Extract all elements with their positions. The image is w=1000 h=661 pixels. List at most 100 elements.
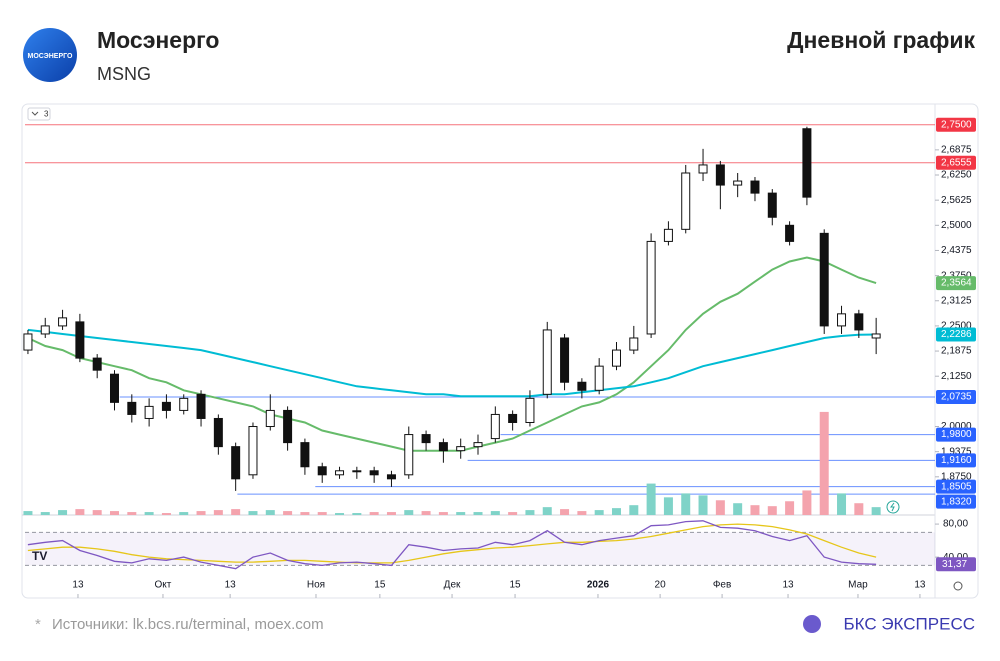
- y-tick-label: 2,4375: [941, 245, 972, 256]
- candle-body: [525, 397, 535, 423]
- price-tag: [936, 453, 976, 468]
- volume-bar: [265, 510, 275, 515]
- volume-bar: [594, 510, 604, 515]
- candle-body: [58, 317, 68, 327]
- y-tick-label: 1,9375: [941, 446, 972, 457]
- candle-body: [404, 434, 414, 476]
- x-tick-label: 15: [374, 580, 386, 591]
- candle-body: [819, 232, 829, 327]
- price-tag: [936, 327, 976, 342]
- candle-body: [92, 357, 102, 371]
- candle-body: [438, 442, 448, 452]
- brand: БКС ЭКСПРЕСС: [843, 614, 975, 633]
- volume-bar: [508, 512, 518, 515]
- volume-bar: [317, 512, 327, 515]
- moving-average: [27, 328, 877, 398]
- price-tag: [936, 389, 976, 404]
- x-tick-label: 13: [225, 580, 237, 591]
- volume-bar: [819, 411, 829, 515]
- x-tick-label: 15: [509, 580, 521, 591]
- candle-body: [802, 128, 812, 198]
- rsi-line: [27, 520, 877, 570]
- y-tick-label: 2,5000: [941, 220, 972, 231]
- x-tick-label: 13: [914, 580, 926, 591]
- volume-bar: [438, 512, 448, 515]
- x-tick-label: Дек: [444, 580, 461, 591]
- candle-body: [698, 164, 708, 174]
- volume-bar: [248, 511, 258, 515]
- price-tag-label: 2,2286: [941, 329, 972, 340]
- price-tag: [936, 479, 976, 494]
- volume-bar: [335, 513, 345, 515]
- price-tag: [936, 427, 976, 442]
- price-tag: [936, 276, 976, 291]
- volume-bar: [525, 510, 535, 515]
- volume-bar: [733, 503, 743, 515]
- volume-bar: [577, 511, 587, 515]
- company-title: Мосэнерго: [97, 27, 219, 53]
- sources: Источники: lk.bcs.ru/terminal, moex.com: [52, 616, 324, 633]
- candle-body: [854, 313, 864, 331]
- x-tick-label: Фев: [713, 580, 731, 591]
- x-tick-label: Ноя: [307, 580, 325, 591]
- price-tag-label: 2,7500: [941, 119, 972, 130]
- volume-bar: [785, 501, 795, 515]
- x-tick-label: Окт: [155, 580, 172, 591]
- x-tick-label: Мар: [848, 580, 868, 591]
- volume-bar: [646, 483, 656, 515]
- footnote-mark: *: [35, 616, 41, 633]
- logo: [23, 28, 77, 82]
- candle-body: [386, 474, 396, 480]
- collapsed-count: 3: [44, 110, 49, 119]
- event-icon[interactable]: [886, 500, 900, 514]
- volume-bar: [629, 505, 639, 515]
- event-bolt: [890, 502, 895, 512]
- volume-bar: [58, 510, 68, 515]
- volume-bar: [23, 511, 33, 515]
- price-tag-label: 1,9800: [941, 429, 972, 440]
- y-tick-label: 2,3750: [941, 270, 972, 281]
- candle-body: [490, 413, 500, 440]
- chart-kind: Дневной график: [787, 27, 975, 53]
- volume-bar: [750, 505, 760, 515]
- y-tick-label: 2,6250: [941, 170, 972, 181]
- price-tag: [936, 494, 976, 509]
- candle-body: [785, 224, 795, 242]
- volume-bar: [369, 512, 379, 515]
- volume-bar: [352, 513, 362, 515]
- tv-logo: TV: [32, 549, 47, 563]
- volume-bar: [196, 511, 206, 515]
- price-tag-label: 2,3564: [941, 278, 972, 289]
- rsi-ma: [27, 523, 877, 564]
- volume-bar: [144, 512, 154, 515]
- volume-bar: [213, 510, 223, 515]
- candle-body: [231, 446, 241, 480]
- candle-body: [352, 470, 362, 473]
- candle-body: [421, 434, 431, 444]
- settings-icon[interactable]: [953, 581, 963, 591]
- candle-body: [109, 373, 119, 403]
- candle-body: [300, 442, 310, 468]
- price-tag: [936, 155, 976, 170]
- candle-body: [473, 442, 483, 448]
- volume-bar: [681, 493, 691, 515]
- price-tag-label: 1,9160: [941, 455, 972, 466]
- logo-text: МОСЭНЕРГО: [28, 53, 73, 60]
- volume-bar: [837, 493, 847, 515]
- rsi-tick-label: 80,00: [943, 519, 968, 530]
- candle-body: [681, 172, 691, 230]
- price-tag-label: 2,0735: [941, 392, 972, 403]
- volume-bar: [767, 506, 777, 515]
- candle-body: [161, 401, 171, 411]
- candle-body: [265, 409, 275, 428]
- volume-bar: [404, 510, 414, 515]
- candle-body: [283, 409, 293, 444]
- collapse-button[interactable]: [27, 107, 51, 121]
- volume-bar: [300, 512, 310, 515]
- candle-body: [560, 337, 570, 383]
- price-tag-label: 1,8320: [941, 496, 972, 507]
- candle-body: [508, 413, 518, 423]
- candle-body: [611, 349, 621, 367]
- candle-body: [456, 446, 466, 452]
- price-tag-label: 1,8505: [941, 481, 972, 492]
